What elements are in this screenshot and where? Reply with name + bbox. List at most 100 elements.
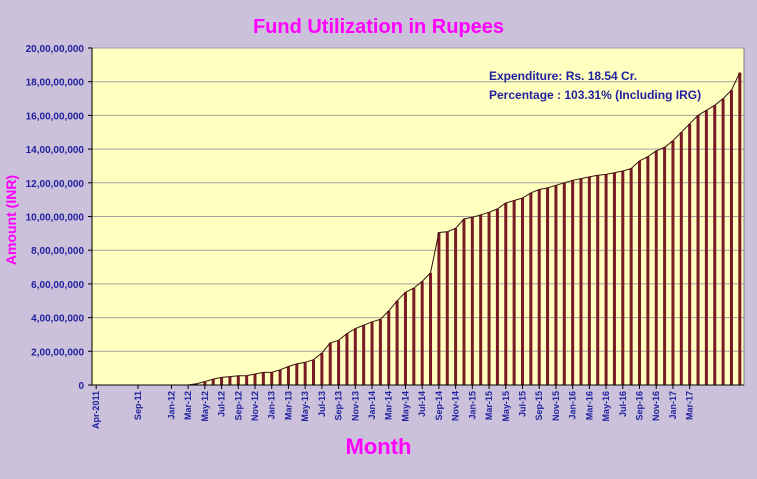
x-tick-label: Sep-16 [635,391,645,421]
bar [638,160,642,385]
bar [621,171,625,385]
x-tick-label: Apr-2011 [91,391,101,429]
x-tick-label: May-15 [501,391,511,422]
x-tick-label: Sep-12 [233,391,243,421]
bar [362,325,366,385]
expenditure-annotation: Expenditure: Rs. 18.54 Cr. [489,69,637,83]
bar [512,200,516,385]
y-tick-label: 6,00,00,000 [31,280,84,291]
x-tick-label: Jan-16 [568,391,578,420]
bar [454,228,458,385]
x-tick-label: Jul-12 [217,391,227,417]
x-tick-label: Mar-16 [584,391,594,420]
bar [412,288,416,385]
x-tick-label: Sep-14 [434,391,444,421]
bar [253,374,257,385]
bar [738,72,742,385]
bar [688,123,692,385]
bar [571,180,575,385]
bar [646,156,650,385]
bar [429,272,433,385]
bar [312,359,316,385]
bar [420,281,424,385]
bar [353,328,357,385]
bar [278,369,282,385]
x-tick-label: Jan-12 [166,391,176,420]
bar [721,98,725,386]
expenditure-label: Expenditure: [489,69,563,83]
y-tick-label: 10,00,00,000 [26,213,85,224]
percentage-label: Percentage : [489,88,562,102]
x-tick-label: Sep-13 [334,391,344,421]
percentage-value: 103.31% (Including IRG) [564,88,702,102]
bar [604,174,608,385]
x-tick-label: Mar-17 [685,391,695,420]
x-axis-label: Month [345,434,412,459]
x-tick-label: Mar-15 [484,391,494,420]
y-tick-label: 12,00,00,000 [26,179,85,190]
x-tick-label: May-13 [300,391,310,422]
x-tick-label: Sep-15 [534,391,544,421]
x-tick-label: Jan-17 [668,391,678,420]
bar [203,381,207,385]
bar [462,219,466,385]
bar [378,319,382,385]
bar [303,362,307,385]
bar [596,175,600,385]
bar [612,172,616,385]
x-tick-label: Jan-13 [267,391,277,420]
x-tick-label: Jul-15 [518,391,528,417]
bar [579,178,583,385]
x-tick-label: Mar-13 [283,391,293,420]
x-tick-label: Nov-14 [451,391,461,421]
bar [629,168,633,385]
x-tick-label: Mar-14 [384,391,394,420]
y-tick-label: 14,00,00,000 [26,145,85,156]
bar [554,185,558,385]
y-tick-label: 0 [78,381,84,392]
bar [479,214,483,385]
bar [261,372,265,385]
bar [529,192,533,385]
bar [713,105,717,385]
y-axis-label: Amount (INR) [3,174,19,266]
bar [320,352,324,385]
bar [403,292,407,385]
y-tick-label: 8,00,00,000 [31,246,84,257]
bar [345,333,349,385]
percentage-annotation: Percentage : 103.31% (Including IRG) [489,88,701,102]
x-tick-label: Jul-16 [618,391,628,417]
x-tick-label: Nov-15 [551,391,561,421]
x-tick-label: Mar-12 [183,391,193,420]
bar [587,176,591,385]
bar [270,372,274,385]
y-tick-label: 4,00,00,000 [31,314,84,325]
bar [671,140,675,385]
bar [696,115,700,386]
bar [211,379,215,385]
bar [194,383,198,385]
y-tick-label: 18,00,00,000 [26,78,85,89]
bar [236,375,240,385]
cumulative-line [96,72,741,386]
bar [437,232,441,385]
bar [395,300,399,385]
bar [663,147,667,385]
x-tick-label: Nov-16 [651,391,661,421]
bar [495,208,499,385]
x-tick-label: Jul-13 [317,391,327,417]
x-tick-label: May-16 [601,391,611,422]
bar [295,363,299,385]
bar [470,217,474,385]
bar [487,212,491,385]
y-tick-label: 20,00,00,000 [26,44,85,55]
x-tick-label: Jan-14 [367,391,377,420]
x-tick-label: Nov-12 [250,391,260,421]
bar [654,150,658,385]
bar [729,90,733,385]
bar [546,187,550,385]
x-tick-label: May-14 [401,391,411,422]
x-tick-label: May-12 [200,391,210,422]
y-tick-label: 2,00,00,000 [31,347,84,358]
